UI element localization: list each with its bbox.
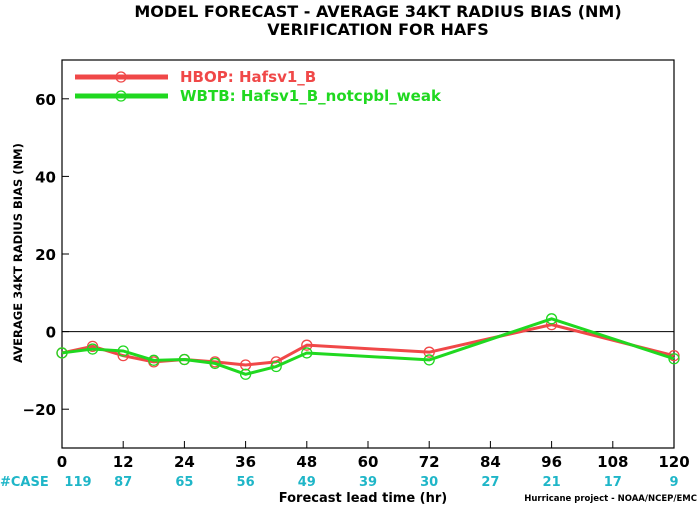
x-tick-label: 0 — [57, 453, 67, 471]
chart-title: MODEL FORECAST - AVERAGE 34KT RADIUS BIA… — [134, 2, 621, 21]
y-tick-label: −20 — [23, 401, 56, 419]
data-point — [178, 353, 191, 366]
x-tick-label: 48 — [296, 453, 317, 471]
legend-swatch-marker — [115, 90, 127, 102]
data-point — [423, 354, 435, 366]
case-count: 87 — [114, 475, 132, 490]
case-count: 27 — [481, 475, 499, 490]
x-tick-label: 72 — [419, 453, 440, 471]
data-point — [86, 340, 99, 352]
x-tick-label: 120 — [658, 453, 689, 471]
legend-swatch-marker — [115, 71, 127, 83]
y-tick-label: 0 — [46, 324, 56, 342]
case-count: 119 — [64, 475, 91, 490]
data-point — [423, 346, 435, 358]
case-count: 17 — [604, 475, 622, 490]
x-tick-label: 108 — [597, 453, 628, 471]
data-point — [301, 347, 313, 359]
plot-frame — [61, 59, 675, 449]
y-tick-label: 20 — [35, 246, 56, 264]
data-point — [209, 357, 221, 370]
data-point — [117, 345, 129, 357]
case-count-label: #CASE — [0, 475, 49, 490]
data-point — [239, 359, 252, 371]
case-count: 21 — [543, 475, 561, 490]
case-count: 9 — [669, 475, 678, 490]
legend-label: WBTB: Hafsv1_B_notcpbl_weak — [180, 87, 442, 105]
case-count: 49 — [298, 475, 316, 490]
case-count: 39 — [359, 475, 377, 490]
data-point — [56, 347, 68, 359]
y-tick-label: 60 — [35, 91, 56, 109]
y-axis-label: AVERAGE 34KT RADIUS BIAS (NM) — [11, 143, 25, 363]
data-point — [148, 354, 160, 366]
case-count: 56 — [237, 475, 255, 490]
chart-subtitle: VERIFICATION FOR HAFS — [267, 20, 488, 39]
x-tick-label: 84 — [480, 453, 501, 471]
data-point — [301, 339, 313, 351]
x-tick-label: 96 — [541, 453, 562, 471]
x-tick-label: 60 — [358, 453, 379, 471]
x-axis-label: Forecast lead time (hr) — [279, 491, 447, 506]
credit-text: Hurricane project - NOAA/NCEP/EMC — [524, 494, 697, 504]
data-point — [668, 353, 680, 365]
data-point — [270, 360, 282, 373]
case-count: 30 — [420, 475, 438, 490]
y-tick-label: 40 — [35, 168, 56, 186]
legend-label: HBOP: Hafsv1_B — [180, 68, 316, 86]
case-count: 65 — [175, 475, 193, 490]
data-point — [239, 368, 252, 380]
data-point — [545, 313, 558, 325]
x-tick-label: 12 — [113, 453, 134, 471]
x-tick-label: 24 — [174, 453, 195, 471]
data-point — [86, 343, 99, 355]
x-tick-label: 36 — [235, 453, 256, 471]
